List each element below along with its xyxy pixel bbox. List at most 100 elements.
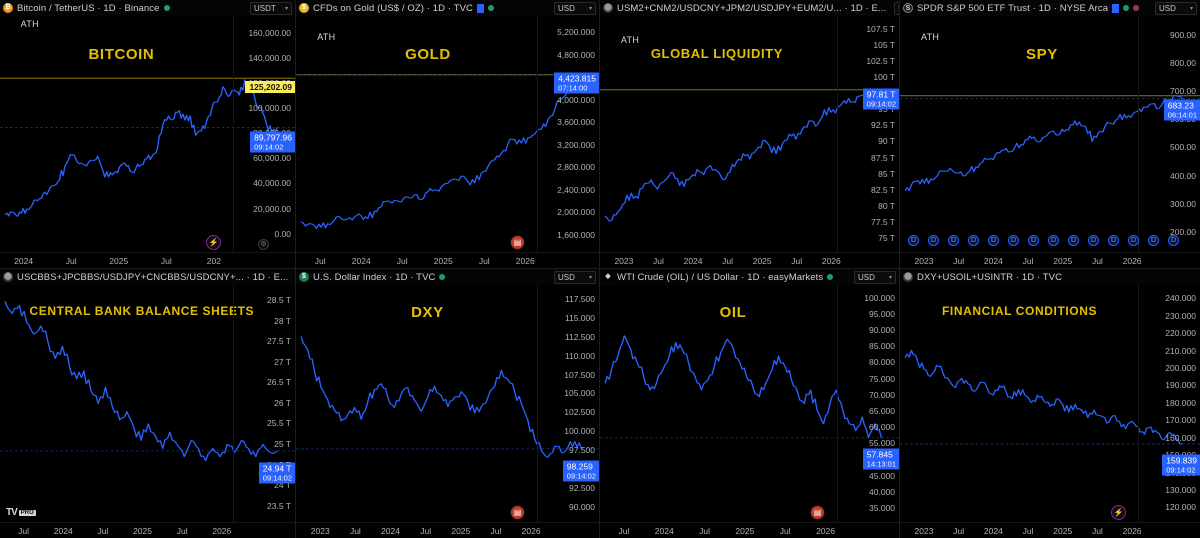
panel-title-spy[interactable]: SPDR S&P 500 ETF Trust · 1D · NYSE Arca xyxy=(917,2,1109,14)
currency-select-bitcoin[interactable]: USDT ▾ xyxy=(250,1,292,15)
currency-select-spy[interactable]: USD ▾ xyxy=(1155,1,1197,15)
plot-area-dxy[interactable] xyxy=(296,285,599,522)
panel-title-financial-conditions[interactable]: DXY+USOIL+USINTR · 1D · TVC xyxy=(917,271,1063,283)
time-axis-gold[interactable]: Jul 2024 Jul 2025 Jul 2026 xyxy=(296,252,599,268)
price-axis-financial-conditions[interactable]: 240.000 230.000 220.000 210.000 200.000 190.0… xyxy=(1138,285,1200,522)
price-line-chart xyxy=(0,301,295,462)
time-tick: 2026 xyxy=(1122,256,1142,266)
dividend-marker-icon[interactable]: D xyxy=(928,235,939,246)
currency-select-oil[interactable]: USD ▾ xyxy=(854,270,896,284)
dividend-marker-icon[interactable]: D xyxy=(1008,235,1019,246)
time-axis-central-bank-balance-sheets[interactable]: Jul 2024 Jul 2025 Jul 2026 xyxy=(0,522,295,538)
dividend-marker-icon[interactable]: D xyxy=(1088,235,1099,246)
dividend-marker-icon[interactable]: D xyxy=(1168,235,1179,246)
dividend-marker-icon[interactable]: D xyxy=(1108,235,1119,246)
price-tick: 4,000.000 xyxy=(557,94,595,105)
chart-panel-financial-conditions[interactable]: ⬤ DXY+USOIL+USINTR · 1D · TVC FINANCIAL CO… xyxy=(900,269,1200,538)
price-axis-oil[interactable]: 100.000 95.000 90.000 85.000 80.000 75.000 70.… xyxy=(837,285,899,522)
panel-title-bitcoin[interactable]: Bitcoin / TetherUS · 1D · Binance xyxy=(17,2,160,14)
us-flag-event-icon[interactable]: ▤ xyxy=(510,235,525,250)
price-axis-gold[interactable]: 5,200.0004,800.0004,400.0004,000.0003,60… xyxy=(537,16,599,252)
price-tick: 40.000 xyxy=(869,486,895,497)
plot-area-spy[interactable] xyxy=(900,16,1200,252)
time-axis-dxy[interactable]: 2023 Jul 2024 Jul 2025 Jul 2026 xyxy=(296,522,599,538)
chart-panel-gold[interactable]: $ CFDs on Gold (US$ / OZ) · 1D · TVC USD ▾ G… xyxy=(296,0,600,269)
ath-label-bitcoin: ATH xyxy=(20,18,39,29)
price-tick: 3,600.000 xyxy=(557,117,595,128)
last-price-countdown: 09:14:02 xyxy=(866,99,896,109)
price-tick: 45.000 xyxy=(869,470,895,481)
last-price-value: 57.845 xyxy=(866,449,893,460)
chart-panel-bitcoin[interactable]: ₿ Bitcoin / TetherUS · 1D · Binance USDT ▾ B… xyxy=(0,0,296,269)
panel-title-oil[interactable]: WTI Crude (OIL) / US Dollar · 1D · easyM… xyxy=(617,271,824,283)
dividend-marker-icon[interactable]: D xyxy=(948,235,959,246)
time-tick: Jul xyxy=(176,526,188,536)
dividend-marker-icon[interactable]: D xyxy=(1068,235,1079,246)
price-axis-spy[interactable]: 900.00800.00700.00600.00500.00400.00300.… xyxy=(1138,16,1200,252)
chart-panel-global-liquidity[interactable]: ⬤ USM2+CNM2/USDCNY+JPM2/USDJPY+EUM2/U... … xyxy=(600,0,900,269)
plot-area-bitcoin[interactable] xyxy=(0,16,295,252)
dividend-marker-icon[interactable]: D xyxy=(1048,235,1059,246)
settings-icon[interactable]: ⚙ xyxy=(258,239,269,250)
last-price-badge-gold: 4,423.815 07:14:00 xyxy=(554,72,599,94)
price-tick: 200.00 xyxy=(1170,227,1196,237)
dividend-marker-icon[interactable]: D xyxy=(988,235,999,246)
chart-panel-dxy[interactable]: $ U.S. Dollar Index · 1D · TVC USD ▾ DXY 117.… xyxy=(296,269,600,538)
dividend-marker-icon[interactable]: D xyxy=(1148,235,1159,246)
us-flag-event-icon[interactable]: ▤ xyxy=(510,505,525,520)
price-axis-dxy[interactable]: 117.500 115.000 112.500 110.000 107.500 105.0… xyxy=(537,285,599,522)
currency-select-gold[interactable]: USD ▾ xyxy=(554,1,596,15)
dividend-marker-icon[interactable]: D xyxy=(908,235,919,246)
plot-area-central-bank-balance-sheets[interactable] xyxy=(0,285,295,522)
dividend-marker-icon[interactable]: D xyxy=(968,235,979,246)
plot-area-financial-conditions[interactable] xyxy=(900,285,1200,522)
dividend-marker-icon[interactable]: D xyxy=(1128,235,1139,246)
price-tick: 90.000 xyxy=(569,501,595,512)
tradingview-logo[interactable]: TV PRO xyxy=(6,507,36,518)
panel-title-central-bank-balance-sheets[interactable]: USCBBS+JPCBBS/USDJPY+CNCBBS/USDCNY+... ·… xyxy=(17,271,289,283)
price-line-chart xyxy=(296,74,599,230)
chart-panel-central-bank-balance-sheets[interactable]: ⬤ USCBBS+JPCBBS/USDJPY+CNCBBS/USDCNY+... … xyxy=(0,269,296,538)
economic-event-icon[interactable]: ⚡ xyxy=(1111,505,1126,520)
plot-area-global-liquidity[interactable] xyxy=(600,16,899,252)
time-axis-global-liquidity[interactable]: 2023 Jul 2024 Jul 2025 Jul 2026 xyxy=(600,252,899,268)
currency-select-global-liquidity[interactable]: USD▾ xyxy=(894,1,899,15)
panel-header-oil: ◆ WTI Crude (OIL) / US Dollar · 1D · easy… xyxy=(600,269,899,285)
time-tick: 2025 xyxy=(451,526,471,536)
price-tick: 85 T xyxy=(878,168,895,179)
panel-title-dxy[interactable]: U.S. Dollar Index · 1D · TVC xyxy=(313,271,436,283)
panel-title-global-liquidity[interactable]: USM2+CNM2/USDCNY+JPM2/USDJPY+EUM2/U... ·… xyxy=(617,2,887,14)
price-axis-central-bank-balance-sheets[interactable]: 28.5 T 28 T 27.5 T 27 T 26.5 T 26 T 25.5 T 25 T… xyxy=(233,285,295,522)
time-tick: 2025 xyxy=(735,526,755,536)
economic-event-icon[interactable]: ⚡ xyxy=(206,235,221,250)
currency-select-dxy[interactable]: USD ▾ xyxy=(554,270,596,284)
time-axis-financial-conditions[interactable]: 2023 Jul 2024 Jul 2025 Jul 2026 xyxy=(900,522,1200,538)
time-axis-spy[interactable]: 2023 Jul 2024 Jul 2025 Jul 2026 xyxy=(900,252,1200,268)
plot-area-gold[interactable] xyxy=(296,16,599,252)
last-price-value: 89,797.96 xyxy=(254,132,292,143)
time-axis-oil[interactable]: Jul 2024 Jul 2025 Jul 2026 xyxy=(600,522,899,538)
generic-symbol-icon: ⬤ xyxy=(603,3,613,13)
time-axis-bitcoin[interactable]: 2024 Jul 2025 Jul 202 xyxy=(0,252,295,268)
series-indicator-icon xyxy=(477,3,485,13)
panel-title-gold[interactable]: CFDs on Gold (US$ / OZ) · 1D · TVC xyxy=(313,2,474,14)
last-price-countdown: 09:14:02 xyxy=(262,473,292,483)
price-tick: 102.5 T xyxy=(866,55,895,66)
time-tick: 202 xyxy=(206,256,221,266)
price-tick: 102.500 xyxy=(564,407,595,418)
series-global-cb-balance-sheets xyxy=(4,301,278,462)
price-tick: 23.5 T xyxy=(267,500,291,511)
price-tick: 115.000 xyxy=(564,313,595,324)
price-line-chart xyxy=(900,94,1200,192)
price-tick: 220.000 xyxy=(1165,328,1196,339)
plot-area-oil[interactable] xyxy=(600,285,899,522)
chart-panel-oil[interactable]: ◆ WTI Crude (OIL) / US Dollar · 1D · easy… xyxy=(600,269,900,538)
dividend-marker-icon[interactable]: D xyxy=(1028,235,1039,246)
chart-panel-spy[interactable]: S SPDR S&P 500 ETF Trust · 1D · NYSE Arca… xyxy=(900,0,1200,269)
time-tick: 2023 xyxy=(914,256,934,266)
us-flag-event-icon[interactable]: ▤ xyxy=(810,505,825,520)
price-tick: 85.000 xyxy=(869,341,895,352)
